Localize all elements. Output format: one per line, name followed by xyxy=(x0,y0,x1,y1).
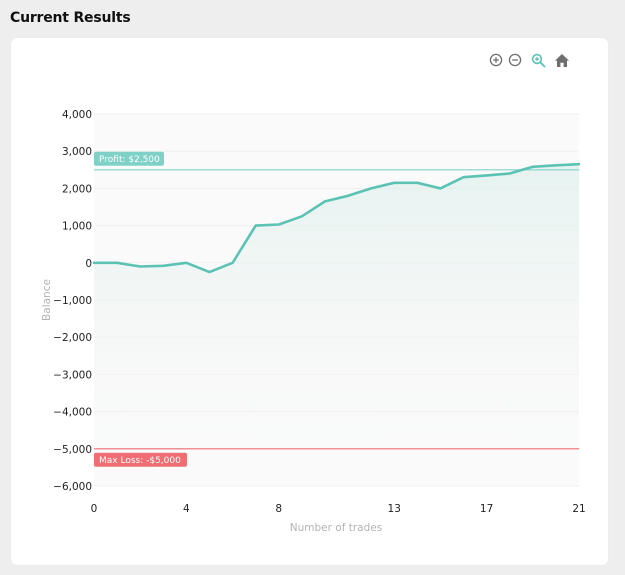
series-area xyxy=(94,164,579,486)
x-tick-label: 0 xyxy=(91,503,98,515)
y-tick-label: −2,000 xyxy=(53,332,92,344)
y-tick-label: 4,000 xyxy=(62,109,92,121)
y-tick-label: 1,000 xyxy=(62,221,92,233)
y-tick-label: −4,000 xyxy=(53,407,92,419)
y-tick-label: −3,000 xyxy=(53,369,92,381)
x-axis: 0 4 8 13 17 21 xyxy=(91,503,586,515)
y-axis-title: Balance xyxy=(41,279,53,321)
zoom-out-icon[interactable] xyxy=(507,52,523,68)
profit-target-badge xyxy=(94,151,164,166)
x-tick-label: 21 xyxy=(572,503,585,515)
y-tick-label: −5,000 xyxy=(53,444,92,456)
x-tick-label: 4 xyxy=(183,503,190,515)
y-tick-label: −1,000 xyxy=(53,295,92,307)
series-line xyxy=(92,162,581,274)
max-loss-badge xyxy=(94,452,187,467)
y-tick-label: −6,000 xyxy=(53,481,92,493)
profit-target-label: Profit: $2,500 xyxy=(99,155,160,165)
y-tick-label: 2,000 xyxy=(62,183,92,195)
x-tick-label: 17 xyxy=(480,503,493,515)
chart-toolbar xyxy=(488,52,573,68)
page-title: Current Results xyxy=(10,10,131,26)
x-tick-label: 8 xyxy=(275,503,282,515)
y-tick-label: 3,000 xyxy=(62,146,92,158)
x-axis-title: Number of trades xyxy=(290,522,382,534)
y-axis: 4,000 3,000 2,000 1,000 0 −1,000 −2,000 −3,000 −… xyxy=(53,109,92,493)
area-layer xyxy=(94,164,579,486)
zoom-in-icon[interactable] xyxy=(488,52,504,68)
x-tick-label: 13 xyxy=(388,503,401,515)
annotations: Profit: $2,500 Max Loss: -$5,000 xyxy=(94,151,579,467)
max-loss-label: Max Loss: -$5,000 xyxy=(99,456,181,466)
line-layer xyxy=(92,162,581,274)
home-icon[interactable] xyxy=(554,52,570,68)
magnifier-icon[interactable] xyxy=(530,52,546,68)
y-tick-label: 0 xyxy=(85,258,92,270)
